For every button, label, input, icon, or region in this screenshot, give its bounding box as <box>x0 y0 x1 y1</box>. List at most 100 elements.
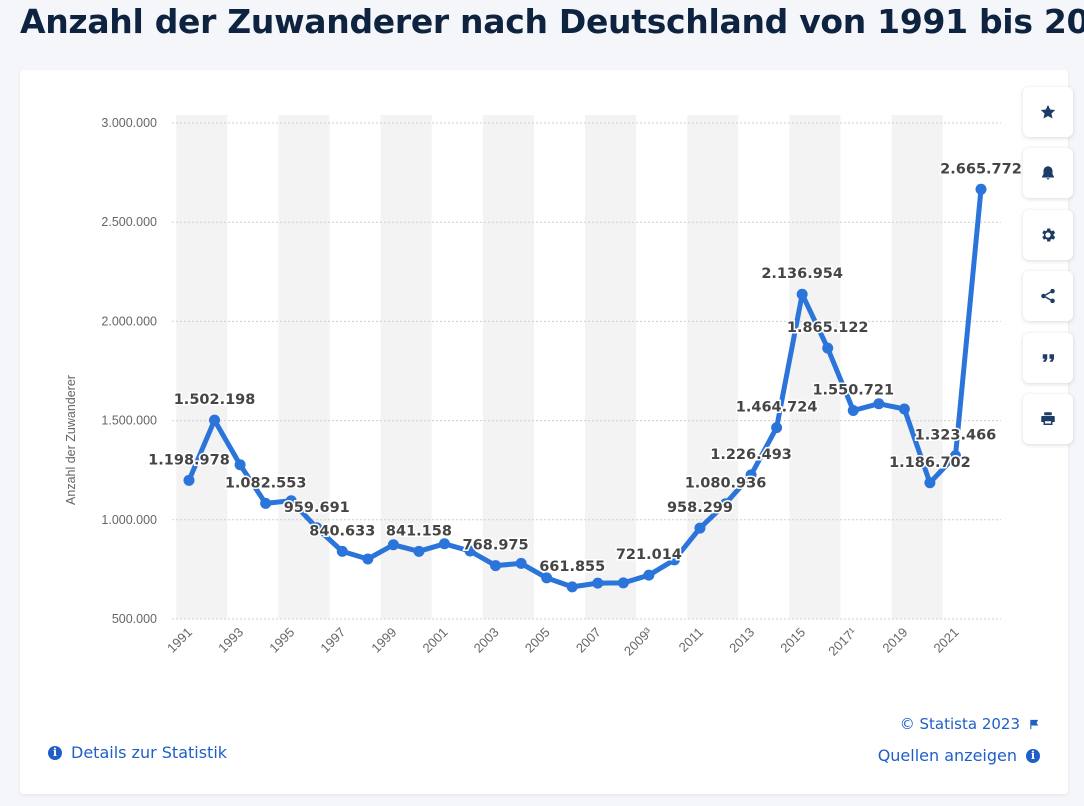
data-point <box>975 183 987 195</box>
data-point <box>413 545 425 557</box>
x-tick-label: 2001 <box>420 625 451 656</box>
column-band <box>687 115 739 619</box>
x-tick-label: 2007 <box>573 625 604 656</box>
page-title: Anzahl der Zuwanderer nach Deutschland v… <box>20 2 1084 41</box>
x-tick-label: 1999 <box>368 625 399 656</box>
data-label: 1.865.122 <box>787 320 869 336</box>
column-band <box>585 115 637 619</box>
details-link[interactable]: i Details zur Statistik <box>48 743 227 762</box>
point-group <box>183 183 987 593</box>
data-point <box>515 557 527 569</box>
data-point <box>771 422 783 434</box>
data-label: 959.691 <box>284 500 350 516</box>
sources-label: Quellen anzeigen <box>877 746 1017 765</box>
column-band <box>789 115 841 619</box>
settings-button[interactable] <box>1023 210 1073 260</box>
data-label: 721.014 <box>616 547 682 563</box>
line-chart: 500.000 1.000.000 1.500.000 2.000.000 2.500.… <box>64 115 1023 659</box>
gear-icon <box>1042 228 1056 242</box>
data-label: 1.226.493 <box>710 447 792 463</box>
cite-button[interactable] <box>1023 333 1073 383</box>
band-group <box>176 115 943 619</box>
data-label: 1.198.978 <box>148 452 230 468</box>
data-point <box>668 554 680 566</box>
quote-icon <box>1042 354 1054 362</box>
data-point <box>311 522 323 534</box>
chart-card: 500.000 1.000.000 1.500.000 2.000.000 2.500.… <box>20 70 1073 794</box>
y-tick-group: 500.000 1.000.000 1.500.000 2.000.000 2.500.… <box>101 116 157 626</box>
flag-icon <box>1030 719 1039 729</box>
y-tick-label: 3.000.000 <box>101 116 157 130</box>
info-icon: i <box>1026 748 1040 763</box>
data-label: 768.975 <box>463 538 529 554</box>
x-tick-label: 2009³ <box>621 624 656 659</box>
data-label: 1.186.702 <box>889 455 971 471</box>
data-point <box>745 469 757 481</box>
data-point <box>592 577 604 589</box>
favorite-button[interactable] <box>1023 87 1073 137</box>
data-point <box>438 538 450 550</box>
column-band <box>380 115 432 619</box>
print-button[interactable] <box>1023 394 1073 444</box>
print-icon <box>1041 412 1055 425</box>
data-point <box>796 288 808 300</box>
series-line <box>186 186 984 590</box>
data-point <box>464 545 476 557</box>
data-point <box>285 495 297 507</box>
data-point <box>336 545 348 557</box>
y-tick-label: 500.000 <box>112 612 157 626</box>
details-label: Details zur Statistik <box>71 743 228 762</box>
data-label: 1.464.724 <box>736 400 818 416</box>
y-tick-label: 1.500.000 <box>101 414 157 428</box>
data-point <box>822 342 834 354</box>
data-point <box>541 572 553 584</box>
data-label: 840.633 <box>309 523 375 539</box>
data-label: 2.665.772 <box>940 161 1022 177</box>
x-tick-label: 2015 <box>777 625 808 656</box>
x-tick-label: 1995 <box>266 625 297 656</box>
data-label: 661.855 <box>539 559 605 575</box>
data-point <box>209 414 221 426</box>
x-tick-group: 1991 1993 1995 1997 1999 2001 2003 2005 2007 2009… <box>164 624 962 659</box>
data-point <box>362 553 374 565</box>
data-point <box>643 569 655 581</box>
data-label: 1.550.721 <box>812 383 894 399</box>
star-icon <box>1040 104 1056 119</box>
data-point <box>720 498 732 510</box>
x-tick-label: 2013 <box>726 625 757 656</box>
x-tick-label: 2017¹ <box>825 624 860 659</box>
x-tick-label: 1991 <box>164 625 195 656</box>
share-button[interactable] <box>1023 271 1073 321</box>
x-tick-label: 2019 <box>879 625 910 656</box>
data-point <box>847 405 859 417</box>
notification-button[interactable] <box>1023 148 1073 198</box>
data-point <box>490 560 502 572</box>
x-tick-label: 2021 <box>931 625 962 656</box>
x-tick-label: 2005 <box>522 625 553 656</box>
share-icon <box>1041 288 1055 304</box>
data-label: 1.502.198 <box>174 392 256 408</box>
x-tick-label: 2003 <box>471 625 502 656</box>
column-band <box>176 115 228 619</box>
data-point <box>949 450 961 462</box>
copyright-link[interactable]: © Statista 2023 <box>900 715 1040 733</box>
data-point <box>873 398 885 410</box>
data-label: 841.158 <box>386 523 452 539</box>
column-band <box>482 115 534 619</box>
column-band <box>891 115 943 619</box>
column-band <box>278 115 330 619</box>
x-tick-label: 1993 <box>215 625 246 656</box>
data-point <box>387 539 399 551</box>
sources-link[interactable]: Quellen anzeigen i <box>878 746 1040 765</box>
data-label: 2.136.954 <box>761 266 843 282</box>
data-label: 1.082.553 <box>225 475 307 491</box>
copyright-label: © Statista 2023 <box>899 715 1020 733</box>
data-label: 1.080.936 <box>685 476 767 492</box>
data-point <box>234 459 246 471</box>
data-label: 1.323.466 <box>915 428 997 444</box>
data-point <box>694 522 706 534</box>
data-point <box>260 497 272 509</box>
x-tick-label: 2011 <box>676 625 706 655</box>
y-tick-label: 1.000.000 <box>101 513 157 527</box>
y-tick-label: 2.000.000 <box>101 314 157 328</box>
